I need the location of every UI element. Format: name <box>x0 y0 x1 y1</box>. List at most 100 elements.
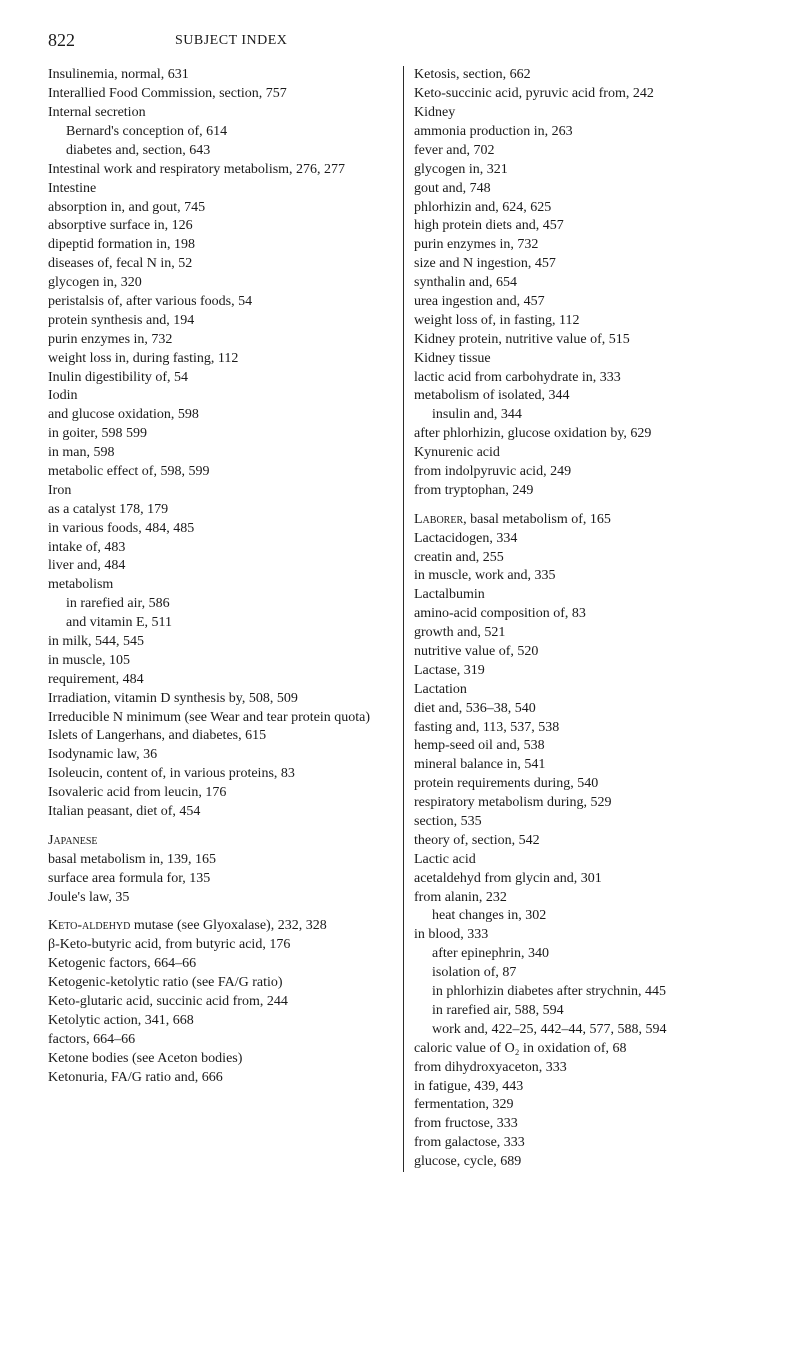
index-columns: Insulinemia, normal, 631Interallied Food… <box>48 66 760 1172</box>
index-entry: nutritive value of, 520 <box>414 643 760 662</box>
index-entry: purin enzymes in, 732 <box>414 236 760 255</box>
index-entry: Intestine <box>48 180 395 199</box>
index-entry: Lactic acid <box>414 851 760 870</box>
index-entry: Keto-aldehyd mutase (see Glyoxalase), 23… <box>48 917 395 936</box>
index-entry: mineral balance in, 541 <box>414 756 760 775</box>
index-entry: after phlorhizin, glucose oxidation by, … <box>414 425 760 444</box>
right-column: Ketosis, section, 662Keto-succinic acid,… <box>404 66 760 1172</box>
index-entry: Kidney protein, nutritive value of, 515 <box>414 331 760 350</box>
index-entry: Isoleucin, content of, in various protei… <box>48 765 395 784</box>
index-entry: in muscle, work and, 335 <box>414 567 760 586</box>
index-entry: intake of, 483 <box>48 539 395 558</box>
index-entry: in phlorhizin diabetes after strychnin, … <box>414 983 760 1002</box>
index-entry: Bernard's conception of, 614 <box>48 123 395 142</box>
index-entry: absorption in, and gout, 745 <box>48 199 395 218</box>
index-entry: Kidney tissue <box>414 350 760 369</box>
section-spacer <box>48 907 395 917</box>
index-entry: from tryptophan, 249 <box>414 482 760 501</box>
index-entry: isolation of, 87 <box>414 964 760 983</box>
index-entry: high protein diets and, 457 <box>414 217 760 236</box>
index-entry: Isovaleric acid from leucin, 176 <box>48 784 395 803</box>
index-entry: metabolism of isolated, 344 <box>414 387 760 406</box>
running-title: SUBJECT INDEX <box>175 32 287 51</box>
index-entry: Keto-glutaric acid, succinic acid from, … <box>48 993 395 1012</box>
index-entry: Interallied Food Commission, section, 75… <box>48 85 395 104</box>
left-column: Insulinemia, normal, 631Interallied Food… <box>48 66 404 1172</box>
index-entry: basal metabolism in, 139, 165 <box>48 851 395 870</box>
index-entry: Kynurenic acid <box>414 444 760 463</box>
index-entry: in fatigue, 439, 443 <box>414 1078 760 1097</box>
index-entry: in blood, 333 <box>414 926 760 945</box>
index-entry: lactic acid from carbohydrate in, 333 <box>414 369 760 388</box>
index-entry: Isodynamic law, 36 <box>48 746 395 765</box>
index-entry: Laborer, basal metabolism of, 165 <box>414 511 760 530</box>
index-entry: Islets of Langerhans, and diabetes, 615 <box>48 727 395 746</box>
index-entry: in various foods, 484, 485 <box>48 520 395 539</box>
index-entry: Iodin <box>48 387 395 406</box>
index-entry: Ketogenic-ketolytic ratio (see FA/G rati… <box>48 974 395 993</box>
index-entry: urea ingestion and, 457 <box>414 293 760 312</box>
section-spacer <box>414 501 760 511</box>
index-entry: peristalsis of, after various foods, 54 <box>48 293 395 312</box>
index-entry: weight loss of, in fasting, 112 <box>414 312 760 331</box>
index-entry: Insulinemia, normal, 631 <box>48 66 395 85</box>
index-entry: in muscle, 105 <box>48 652 395 671</box>
index-entry: glycogen in, 320 <box>48 274 395 293</box>
index-entry: Irradiation, vitamin D synthesis by, 508… <box>48 690 395 709</box>
index-entry: from fructose, 333 <box>414 1115 760 1134</box>
index-entry: dipeptid formation in, 198 <box>48 236 395 255</box>
index-entry: ammonia production in, 263 <box>414 123 760 142</box>
index-entry: Lactation <box>414 681 760 700</box>
index-entry: metabolic effect of, 598, 599 <box>48 463 395 482</box>
index-entry: heat changes in, 302 <box>414 907 760 926</box>
index-entry: protein requirements during, 540 <box>414 775 760 794</box>
index-entry: section, 535 <box>414 813 760 832</box>
index-entry: respiratory metabolism during, 529 <box>414 794 760 813</box>
index-entry: Inulin digestibility of, 54 <box>48 369 395 388</box>
index-entry: in rarefied air, 588, 594 <box>414 1002 760 1021</box>
index-entry: from galactose, 333 <box>414 1134 760 1153</box>
page-number: 822 <box>48 28 75 52</box>
index-entry: Ketogenic factors, 664–66 <box>48 955 395 974</box>
index-entry: and vitamin E, 511 <box>48 614 395 633</box>
index-entry: from indolpyruvic acid, 249 <box>414 463 760 482</box>
index-entry: in man, 598 <box>48 444 395 463</box>
index-entry: in rarefied air, 586 <box>48 595 395 614</box>
index-entry: Keto-succinic acid, pyruvic acid from, 2… <box>414 85 760 104</box>
index-entry: Lactacidogen, 334 <box>414 530 760 549</box>
index-entry: after epinephrin, 340 <box>414 945 760 964</box>
index-entry: growth and, 521 <box>414 624 760 643</box>
index-entry: diet and, 536–38, 540 <box>414 700 760 719</box>
index-entry: protein synthesis and, 194 <box>48 312 395 331</box>
page-header: 822 SUBJECT INDEX <box>48 28 760 52</box>
index-entry: gout and, 748 <box>414 180 760 199</box>
index-entry: amino-acid composition of, 83 <box>414 605 760 624</box>
index-entry: Lactase, 319 <box>414 662 760 681</box>
index-entry: fasting and, 113, 537, 538 <box>414 719 760 738</box>
index-entry: from dihydroxyaceton, 333 <box>414 1059 760 1078</box>
index-entry: glycogen in, 321 <box>414 161 760 180</box>
index-entry: purin enzymes in, 732 <box>48 331 395 350</box>
index-entry: Intestinal work and respiratory metaboli… <box>48 161 395 180</box>
index-entry: Iron <box>48 482 395 501</box>
index-entry: acetaldehyd from glycin and, 301 <box>414 870 760 889</box>
index-entry: liver and, 484 <box>48 557 395 576</box>
index-entry: theory of, section, 542 <box>414 832 760 851</box>
index-entry: in goiter, 598 599 <box>48 425 395 444</box>
index-entry: surface area formula for, 135 <box>48 870 395 889</box>
index-entry: phlorhizin and, 624, 625 <box>414 199 760 218</box>
index-entry: in milk, 544, 545 <box>48 633 395 652</box>
index-entry: caloric value of O₂ in oxidation of, 68 <box>414 1040 760 1059</box>
index-entry: Irreducible N minimum (see Wear and tear… <box>48 709 395 728</box>
index-entry: size and N ingestion, 457 <box>414 255 760 274</box>
index-entry: fermentation, 329 <box>414 1096 760 1115</box>
index-entry: from alanin, 232 <box>414 889 760 908</box>
index-entry: β-Keto-butyric acid, from butyric acid, … <box>48 936 395 955</box>
index-entry: Ketosis, section, 662 <box>414 66 760 85</box>
index-entry: Kidney <box>414 104 760 123</box>
index-entry: hemp-seed oil and, 538 <box>414 737 760 756</box>
index-entry: diseases of, fecal N in, 52 <box>48 255 395 274</box>
index-entry: requirement, 484 <box>48 671 395 690</box>
index-entry: synthalin and, 654 <box>414 274 760 293</box>
index-entry: fever and, 702 <box>414 142 760 161</box>
